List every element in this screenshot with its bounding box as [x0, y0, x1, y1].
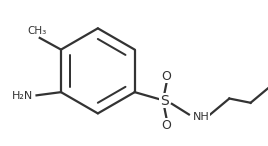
- Text: O: O: [162, 119, 172, 132]
- Text: H₂N: H₂N: [12, 91, 33, 101]
- Text: CH₃: CH₃: [27, 26, 46, 36]
- Text: O: O: [162, 70, 172, 83]
- Text: S: S: [160, 94, 169, 108]
- Text: NH: NH: [193, 112, 210, 122]
